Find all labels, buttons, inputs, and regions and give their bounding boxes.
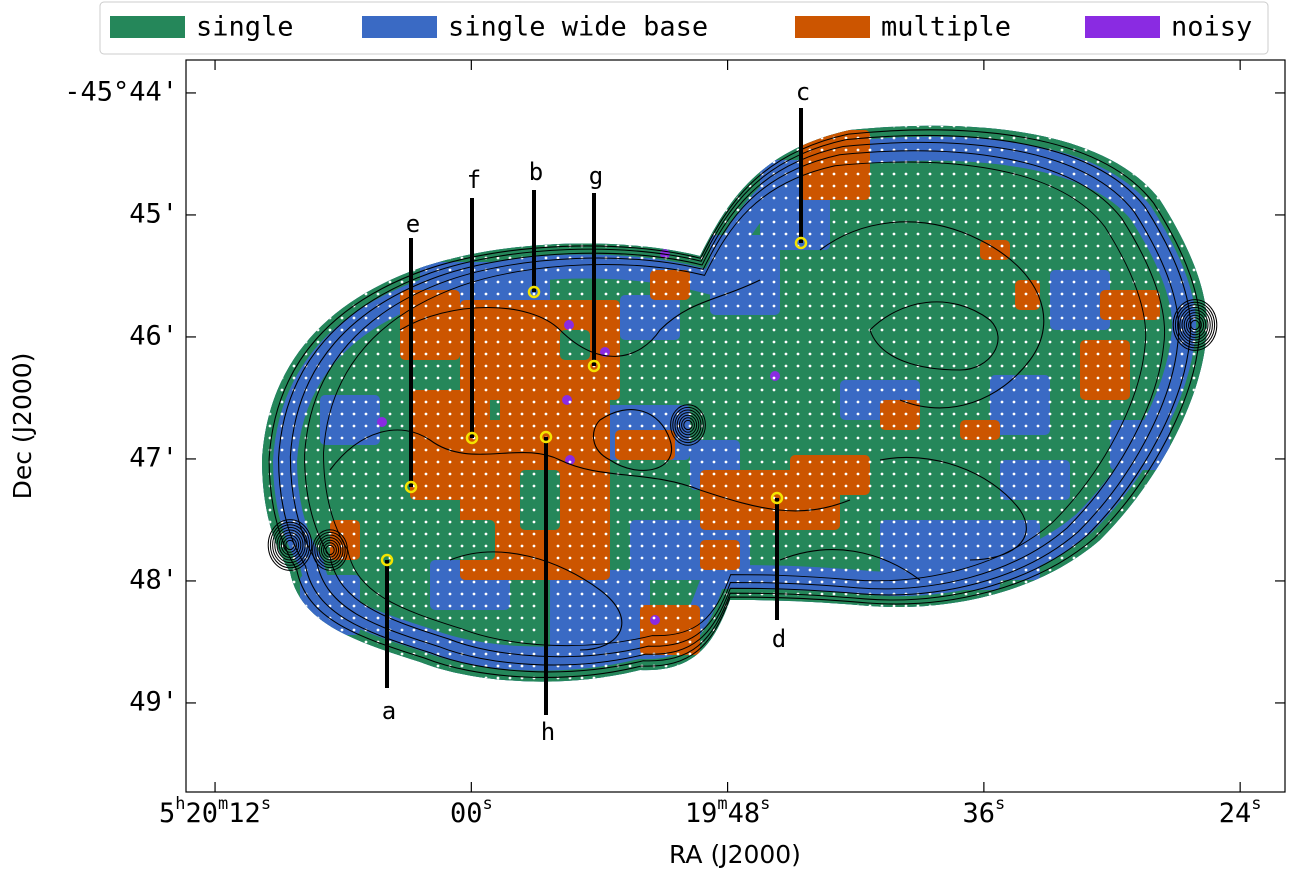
y-axis-label: Dec (J2000) xyxy=(8,353,37,500)
x-axis-label: RA (J2000) xyxy=(669,840,801,869)
legend-label: multiple xyxy=(881,12,1011,43)
legend-swatch xyxy=(362,16,437,38)
annotation-label: b xyxy=(529,158,543,186)
x-tick-label: 24s xyxy=(1219,794,1262,829)
y-tick-label: 47' xyxy=(129,442,178,473)
x-tick-label: 19m48s xyxy=(685,794,771,829)
annotation-label: f xyxy=(467,166,481,194)
annotation-label: c xyxy=(796,78,810,106)
annotation-label: d xyxy=(772,625,786,653)
y-tick-label: 48' xyxy=(129,564,178,595)
annotation-label: h xyxy=(541,718,555,746)
classification-map xyxy=(186,60,1285,792)
y-tick-label: 49' xyxy=(129,686,178,717)
legend-swatch xyxy=(795,16,870,38)
legend-label: noisy xyxy=(1171,12,1252,43)
x-tick-label: 5h20m12s xyxy=(159,794,271,829)
chart: a b c d e f g h RA (J2000) Dec (J2000) single si… xyxy=(0,0,1292,877)
annotation-label: e xyxy=(406,210,420,238)
x-tick-label: 00s xyxy=(450,794,493,829)
y-tick-label: 45' xyxy=(129,198,178,229)
annotation-label: g xyxy=(589,162,603,190)
legend-swatch xyxy=(1085,16,1160,38)
y-tick-label: 46' xyxy=(129,320,178,351)
legend-swatch xyxy=(110,16,185,38)
annotation-label: a xyxy=(382,697,396,725)
y-tick-label: -45°44' xyxy=(64,76,178,107)
legend-label: single wide base xyxy=(448,12,708,43)
pixel-dots xyxy=(186,60,1285,792)
legend-label: single xyxy=(196,12,294,43)
x-tick-label: 36s xyxy=(962,794,1005,829)
